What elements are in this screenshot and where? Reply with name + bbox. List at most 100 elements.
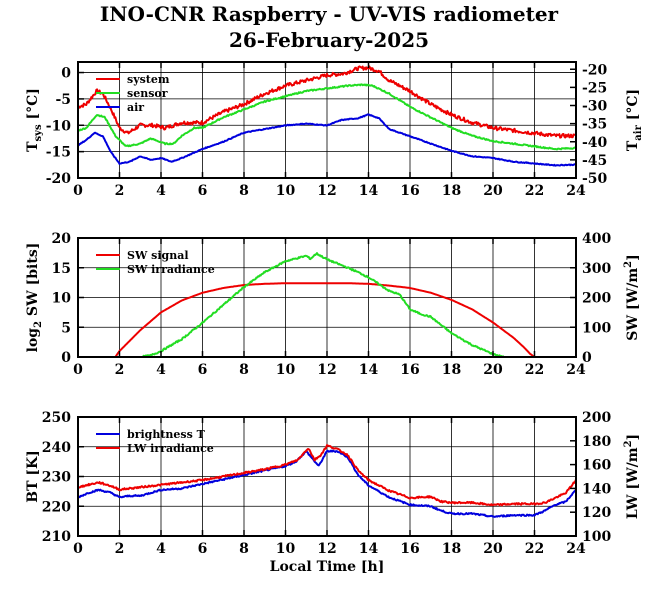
y2-axis-label-main: LW [W/m <box>625 447 641 519</box>
x-tick-label: 0 <box>73 183 83 199</box>
y2-tick-label: 0 <box>582 350 592 366</box>
x-tick-label: 16 <box>400 183 419 199</box>
y-tick-label: 220 <box>42 499 71 515</box>
x-tick-label: 10 <box>276 541 296 557</box>
y2-axis-label: SW [W/m2] <box>623 254 641 341</box>
x-tick-label: 0 <box>73 541 83 557</box>
x-tick-label: 14 <box>359 541 379 557</box>
legend-label: SW signal <box>127 249 189 262</box>
y-axis-label-main: log <box>25 328 41 353</box>
legend-label: SW irradiance <box>127 263 215 276</box>
y2-tick-label: -35 <box>582 117 607 133</box>
y-axis-label: Tsys [°C] <box>25 88 44 152</box>
legend: brightness TLW irradiance <box>96 428 214 455</box>
y2-tick-label: 200 <box>582 410 611 426</box>
y2-tick-label: 400 <box>582 231 611 247</box>
figure-title: INO-CNR Raspberry - UV-VIS radiometer <box>100 2 559 26</box>
x-tick-label: 6 <box>198 541 208 557</box>
series-line-sw-signal <box>78 282 576 357</box>
y-axis-label: log2 SW [bits] <box>25 243 44 353</box>
y2-tick-label: 300 <box>582 261 611 277</box>
y-tick-label: 210 <box>42 529 71 545</box>
tick-marks <box>77 237 577 358</box>
legend-label: sensor <box>127 87 168 100</box>
x-tick-label: 14 <box>359 362 379 378</box>
tick-marks <box>77 416 577 537</box>
y2-tick-label: -45 <box>582 153 607 169</box>
y2-tick-label: -25 <box>582 80 607 96</box>
y2-axis-label-unit: [°C] <box>625 89 641 125</box>
x-tick-label: 4 <box>156 362 166 378</box>
x-tick-label: 2 <box>115 362 125 378</box>
x-tick-label: 10 <box>276 362 296 378</box>
y2-tick-label: 100 <box>582 320 611 336</box>
y2-tick-label: -30 <box>582 99 608 115</box>
x-tick-label: 24 <box>566 541 586 557</box>
y2-tick-label: 200 <box>582 291 611 307</box>
y2-tick-label: 100 <box>582 529 611 545</box>
y-axis-label-main: BT [K] <box>25 450 41 503</box>
y2-axis-label-unit: ] <box>625 434 641 441</box>
y-axis-label-sub: sys <box>33 124 44 141</box>
y2-tick-label: 160 <box>582 458 611 474</box>
y2-axis-label-main: SW [W/m <box>625 268 641 341</box>
x-tick-label: 10 <box>276 183 296 199</box>
legend-label: system <box>127 73 170 86</box>
y2-axis-label: Tair [°C] <box>625 89 644 151</box>
series-line-brightness-t <box>78 449 576 518</box>
x-tick-label: 2 <box>115 183 125 199</box>
y2-axis-label-main: T <box>625 140 641 151</box>
x-tick-label: 18 <box>442 541 461 557</box>
x-tick-label: 14 <box>359 183 379 199</box>
y2-axis-label: LW [W/m2] <box>623 434 641 519</box>
y2-tick-label: 120 <box>582 505 611 521</box>
x-tick-label: 4 <box>156 183 166 199</box>
y-tick-label: 5 <box>61 320 71 336</box>
y-tick-label: -15 <box>46 145 71 161</box>
y-tick-label: 250 <box>42 410 71 426</box>
x-tick-label: 20 <box>483 183 503 199</box>
y-tick-label: 0 <box>61 66 71 82</box>
y2-tick-label: -20 <box>582 62 608 78</box>
y-axis-label-unit: [°C] <box>25 88 41 124</box>
x-tick-label: 22 <box>525 183 544 199</box>
y-axis-label-unit: SW [bits] <box>25 243 41 321</box>
y-tick-label: 0 <box>61 350 71 366</box>
x-axis-label: Local Time [h] <box>270 559 385 575</box>
shortwave-panel: 0 2 4 6 8 10 12 14 16 18 20 22 240510152001002003004… <box>25 231 641 378</box>
y-axis-label-main: T <box>25 141 41 152</box>
x-tick-label: 12 <box>317 541 336 557</box>
y-tick-label: -5 <box>55 92 71 108</box>
figure-date: 26-February-2025 <box>229 28 429 52</box>
y2-axis-label-sup: 2 <box>623 261 634 268</box>
x-tick-label: 12 <box>317 183 336 199</box>
series-line-lw-irradiance <box>78 444 576 507</box>
x-tick-label: 22 <box>525 541 544 557</box>
x-tick-label: 8 <box>239 362 249 378</box>
x-tick-label: 16 <box>400 541 419 557</box>
y2-tick-label: 180 <box>582 434 611 450</box>
x-tick-label: 24 <box>566 183 586 199</box>
series-line-sensor <box>78 83 576 151</box>
y-tick-label: 230 <box>42 470 71 486</box>
x-tick-label: 16 <box>400 362 419 378</box>
x-tick-label: 18 <box>442 183 461 199</box>
x-tick-label: 2 <box>115 541 125 557</box>
x-tick-label: 24 <box>566 362 586 378</box>
y2-tick-label: 140 <box>582 481 611 497</box>
x-tick-label: 18 <box>442 362 461 378</box>
series-group <box>78 444 576 518</box>
y2-tick-label: -40 <box>582 135 608 151</box>
x-tick-label: 6 <box>198 362 208 378</box>
y2-axis-label-sub: air <box>633 124 644 140</box>
x-tick-label: 22 <box>525 362 544 378</box>
x-tick-label: 8 <box>239 541 249 557</box>
legend-label: LW irradiance <box>127 442 214 455</box>
y-tick-label: 20 <box>52 231 72 247</box>
x-tick-label: 6 <box>198 183 208 199</box>
x-tick-label: 4 <box>156 541 166 557</box>
y-tick-label: 15 <box>52 261 71 277</box>
